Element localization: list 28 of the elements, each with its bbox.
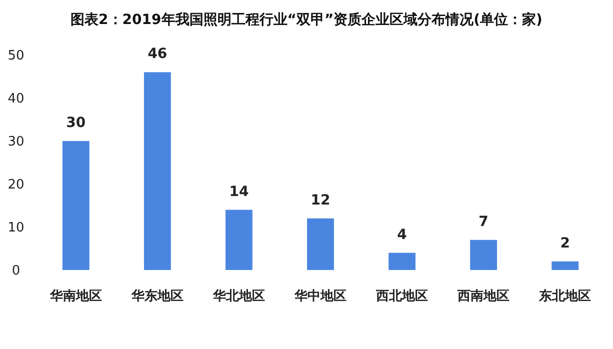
- bar: [388, 252, 416, 270]
- data-label: 2: [560, 235, 570, 252]
- x-tick-label: 华北地区: [212, 289, 265, 304]
- chart-title: 图表2：2019年我国照明工程行业“双甲”资质企业区域分布情况(单位：家): [70, 11, 542, 28]
- y-tick-label: 10: [8, 220, 24, 236]
- x-tick-label: 西北地区: [375, 289, 428, 304]
- x-tick-label: 华南地区: [48, 289, 102, 304]
- bar: [62, 141, 90, 270]
- bar: [226, 210, 252, 270]
- bar: [552, 261, 579, 270]
- x-tick-label: 东北地区: [538, 288, 592, 304]
- y-tick-label: 20: [8, 178, 24, 193]
- x-tick-label: 华中地区: [294, 289, 346, 304]
- bar: [470, 240, 498, 270]
- x-tick-label: 西南地区: [456, 289, 510, 304]
- data-label: 12: [310, 192, 330, 208]
- data-label: 46: [148, 46, 168, 62]
- data-label: 7: [478, 214, 488, 230]
- data-label: 14: [229, 184, 249, 200]
- x-tick-label: 华东地区: [130, 288, 184, 304]
- y-tick-label: 40: [8, 92, 24, 107]
- data-label: 4: [397, 226, 408, 243]
- y-tick-label: 50: [8, 48, 24, 64]
- y-tick-label: 0: [12, 264, 20, 279]
- bar: [144, 72, 171, 270]
- data-label: 30: [66, 115, 86, 131]
- y-tick-label: 30: [8, 134, 24, 150]
- bar: [307, 218, 334, 270]
